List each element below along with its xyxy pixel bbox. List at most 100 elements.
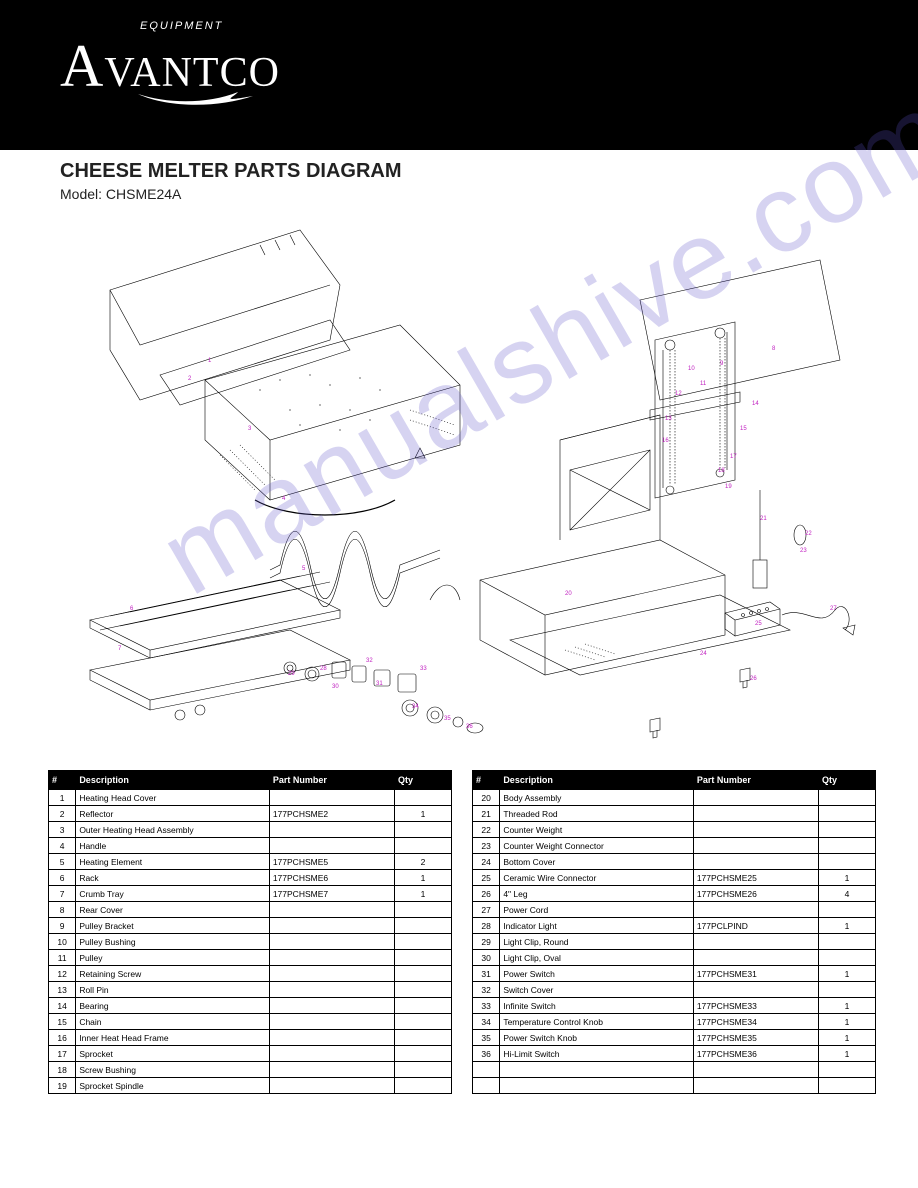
table-cell	[819, 790, 876, 806]
table-row: 29Light Clip, Round	[473, 934, 876, 950]
table-cell: Temperature Control Knob	[500, 1014, 694, 1030]
parts-tables: # Description Part Number Qty 1Heating H…	[48, 770, 876, 1094]
table-cell: 26	[473, 886, 500, 902]
table-cell: 32	[473, 982, 500, 998]
diagram-callout-number: 7	[118, 646, 122, 652]
table-cell	[395, 838, 452, 854]
table-cell: 18	[49, 1062, 76, 1078]
col-desc: Description	[500, 771, 694, 790]
table-row: 11Pulley	[49, 950, 452, 966]
table-cell: Heating Element	[76, 854, 270, 870]
table-cell	[395, 1030, 452, 1046]
table-cell	[693, 838, 818, 854]
col-num: #	[49, 771, 76, 790]
table-cell: 14	[49, 998, 76, 1014]
table-row: 264" Leg177PCHSME264	[473, 886, 876, 902]
table-cell: 177PCHSME33	[693, 998, 818, 1014]
table-cell: 1	[819, 998, 876, 1014]
diagram-callout-number: 26	[750, 676, 757, 682]
table-cell	[819, 1078, 876, 1094]
table-cell: 1	[395, 806, 452, 822]
table-cell: 22	[473, 822, 500, 838]
table-cell: 4	[49, 838, 76, 854]
table-cell: 27	[473, 902, 500, 918]
table-cell	[395, 934, 452, 950]
table-cell	[395, 1014, 452, 1030]
table-cell	[269, 1062, 394, 1078]
table-cell	[819, 806, 876, 822]
table-cell: 1	[819, 1030, 876, 1046]
table-cell: 4" Leg	[500, 886, 694, 902]
diagram-callout-number: 19	[725, 484, 732, 490]
table-cell	[269, 822, 394, 838]
table-row: 1Heating Head Cover	[49, 790, 452, 806]
table-cell	[819, 934, 876, 950]
col-part: Part Number	[269, 771, 394, 790]
table-row	[473, 1078, 876, 1094]
table-cell	[269, 934, 394, 950]
table-cell: Threaded Rod	[500, 806, 694, 822]
diagram-callout-number: 3	[248, 426, 252, 432]
table-cell: 17	[49, 1046, 76, 1062]
table-cell: Inner Heat Head Frame	[76, 1030, 270, 1046]
table-cell: 6	[49, 870, 76, 886]
table-cell: 31	[473, 966, 500, 982]
table-cell	[693, 902, 818, 918]
table-cell: Heating Head Cover	[76, 790, 270, 806]
table-cell	[819, 902, 876, 918]
table-row: 2Reflector177PCHSME21	[49, 806, 452, 822]
table-cell: 1	[395, 870, 452, 886]
table-cell: Counter Weight	[500, 822, 694, 838]
table-cell: Bearing	[76, 998, 270, 1014]
table-row: 22Counter Weight	[473, 822, 876, 838]
table-cell	[395, 1078, 452, 1094]
table-cell: 4	[819, 886, 876, 902]
table-row: 6Rack177PCHSME61	[49, 870, 452, 886]
table-cell: 33	[473, 998, 500, 1014]
table-cell: 34	[473, 1014, 500, 1030]
table-cell: Ceramic Wire Connector	[500, 870, 694, 886]
table-cell	[693, 822, 818, 838]
table-cell	[395, 966, 452, 982]
table-row: 12Retaining Screw	[49, 966, 452, 982]
table-row: 8Rear Cover	[49, 902, 452, 918]
table-cell: Pulley Bushing	[76, 934, 270, 950]
table-row: 30Light Clip, Oval	[473, 950, 876, 966]
table-row: 24Bottom Cover	[473, 854, 876, 870]
table-cell: Power Cord	[500, 902, 694, 918]
diagram-callout-number: 8	[772, 346, 776, 352]
diagram-callout-number: 1	[208, 358, 212, 364]
table-cell	[269, 1030, 394, 1046]
table-cell: 1	[819, 966, 876, 982]
table-cell: Sprocket	[76, 1046, 270, 1062]
table-row: 15Chain	[49, 1014, 452, 1030]
table-row: 17Sprocket	[49, 1046, 452, 1062]
table-cell: Rack	[76, 870, 270, 886]
table-cell	[819, 838, 876, 854]
table-cell	[693, 982, 818, 998]
table-row: 33Infinite Switch177PCHSME331	[473, 998, 876, 1014]
table-cell: Infinite Switch	[500, 998, 694, 1014]
table-cell	[819, 822, 876, 838]
diagram-callout-number: 32	[366, 658, 373, 664]
diagram-callout-number: 34	[412, 704, 419, 710]
table-cell: 177PCHSME36	[693, 1046, 818, 1062]
col-num: #	[473, 771, 500, 790]
table-cell: 177PCHSME26	[693, 886, 818, 902]
table-cell	[693, 934, 818, 950]
diagram-callout-number: 13	[665, 416, 672, 422]
table-cell: Power Switch Knob	[500, 1030, 694, 1046]
table-cell: Switch Cover	[500, 982, 694, 998]
diagram-callout-number: 36	[466, 724, 473, 730]
table-cell	[269, 998, 394, 1014]
parts-table-right: # Description Part Number Qty 20Body Ass…	[472, 770, 876, 1094]
table-row: 5Heating Element177PCHSME52	[49, 854, 452, 870]
table-cell	[395, 790, 452, 806]
diagram-callout-number: 4	[282, 496, 286, 502]
table-cell	[395, 918, 452, 934]
table-cell	[395, 998, 452, 1014]
col-part: Part Number	[693, 771, 818, 790]
header-band: EQUIPMENT AVANTCO	[0, 0, 918, 150]
table-cell	[395, 1046, 452, 1062]
table-row: 25Ceramic Wire Connector177PCHSME251	[473, 870, 876, 886]
